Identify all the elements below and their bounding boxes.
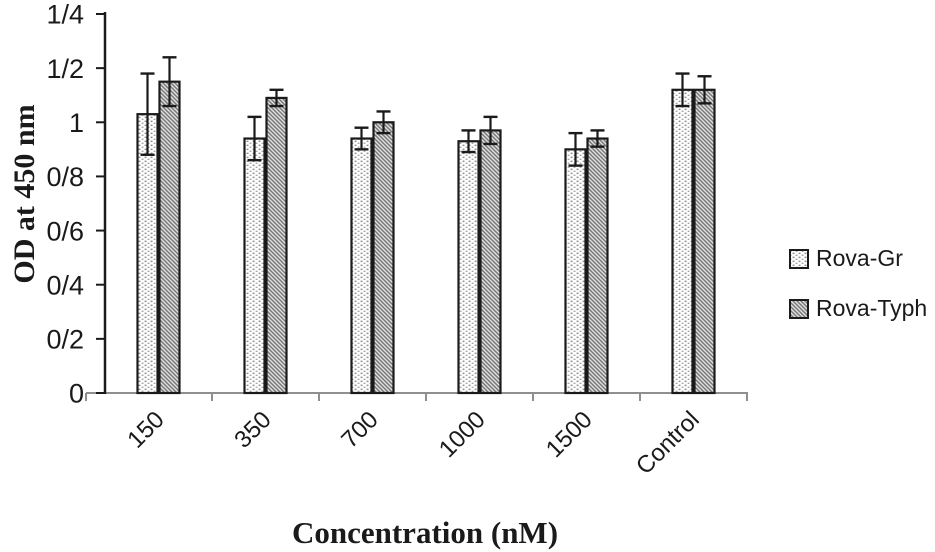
legend-label: Rova-Typh [816,295,927,321]
legend: Rova-Gr Rova-Typh [789,245,927,321]
x-tick-label: 350 [229,406,276,453]
x-tick-label: 1000 [434,406,491,463]
bar-rova-typh-control [693,88,716,395]
bar-rova-gr-control [671,88,694,395]
y-axis-title: OD at 450 nm [8,104,41,283]
y-tick-label: 1/2 [46,54,84,84]
y-tick-label: 0/6 [46,216,84,246]
y-tick-label: 0 [69,379,84,409]
y-tick-label: 1 [69,108,84,138]
plot-area: 0 0/2 0/4 0/6 0/8 1 1/2 1/4 150 350 700 1000 1500 Con… [46,0,748,480]
bar-rova-gr-150 [136,113,159,395]
bar-rova-typh-350 [265,96,288,395]
bar-rova-gr-1000 [457,140,480,395]
y-tick-label: 0/2 [46,325,84,355]
legend-item-rova-typh: Rova-Typh [789,295,927,321]
y-tick-label: 0/4 [46,270,84,300]
bar-rova-typh-1500 [586,137,609,395]
y-tick-label: 1/4 [46,0,84,30]
x-tick-label: Control [631,406,705,480]
x-tick-label: 150 [122,406,169,453]
x-tick-label: 1500 [541,406,598,463]
bar-rova-typh-700 [372,121,395,395]
dotted-pattern-swatch [789,249,809,269]
bar-rova-gr-350 [243,137,266,395]
bar-rova-typh-150 [158,80,181,395]
legend-item-rova-gr: Rova-Gr [789,245,903,271]
bar-rova-typh-1000 [479,129,502,395]
bar-rova-gr-1500 [564,148,587,395]
y-tick-label: 0/8 [46,162,84,192]
x-tick-label: 700 [336,406,383,453]
diagonal-pattern-swatch [789,299,809,319]
bar-rova-gr-700 [350,137,373,395]
x-axis-title: Concentration (nM) [292,515,558,550]
legend-label: Rova-Gr [816,245,903,271]
